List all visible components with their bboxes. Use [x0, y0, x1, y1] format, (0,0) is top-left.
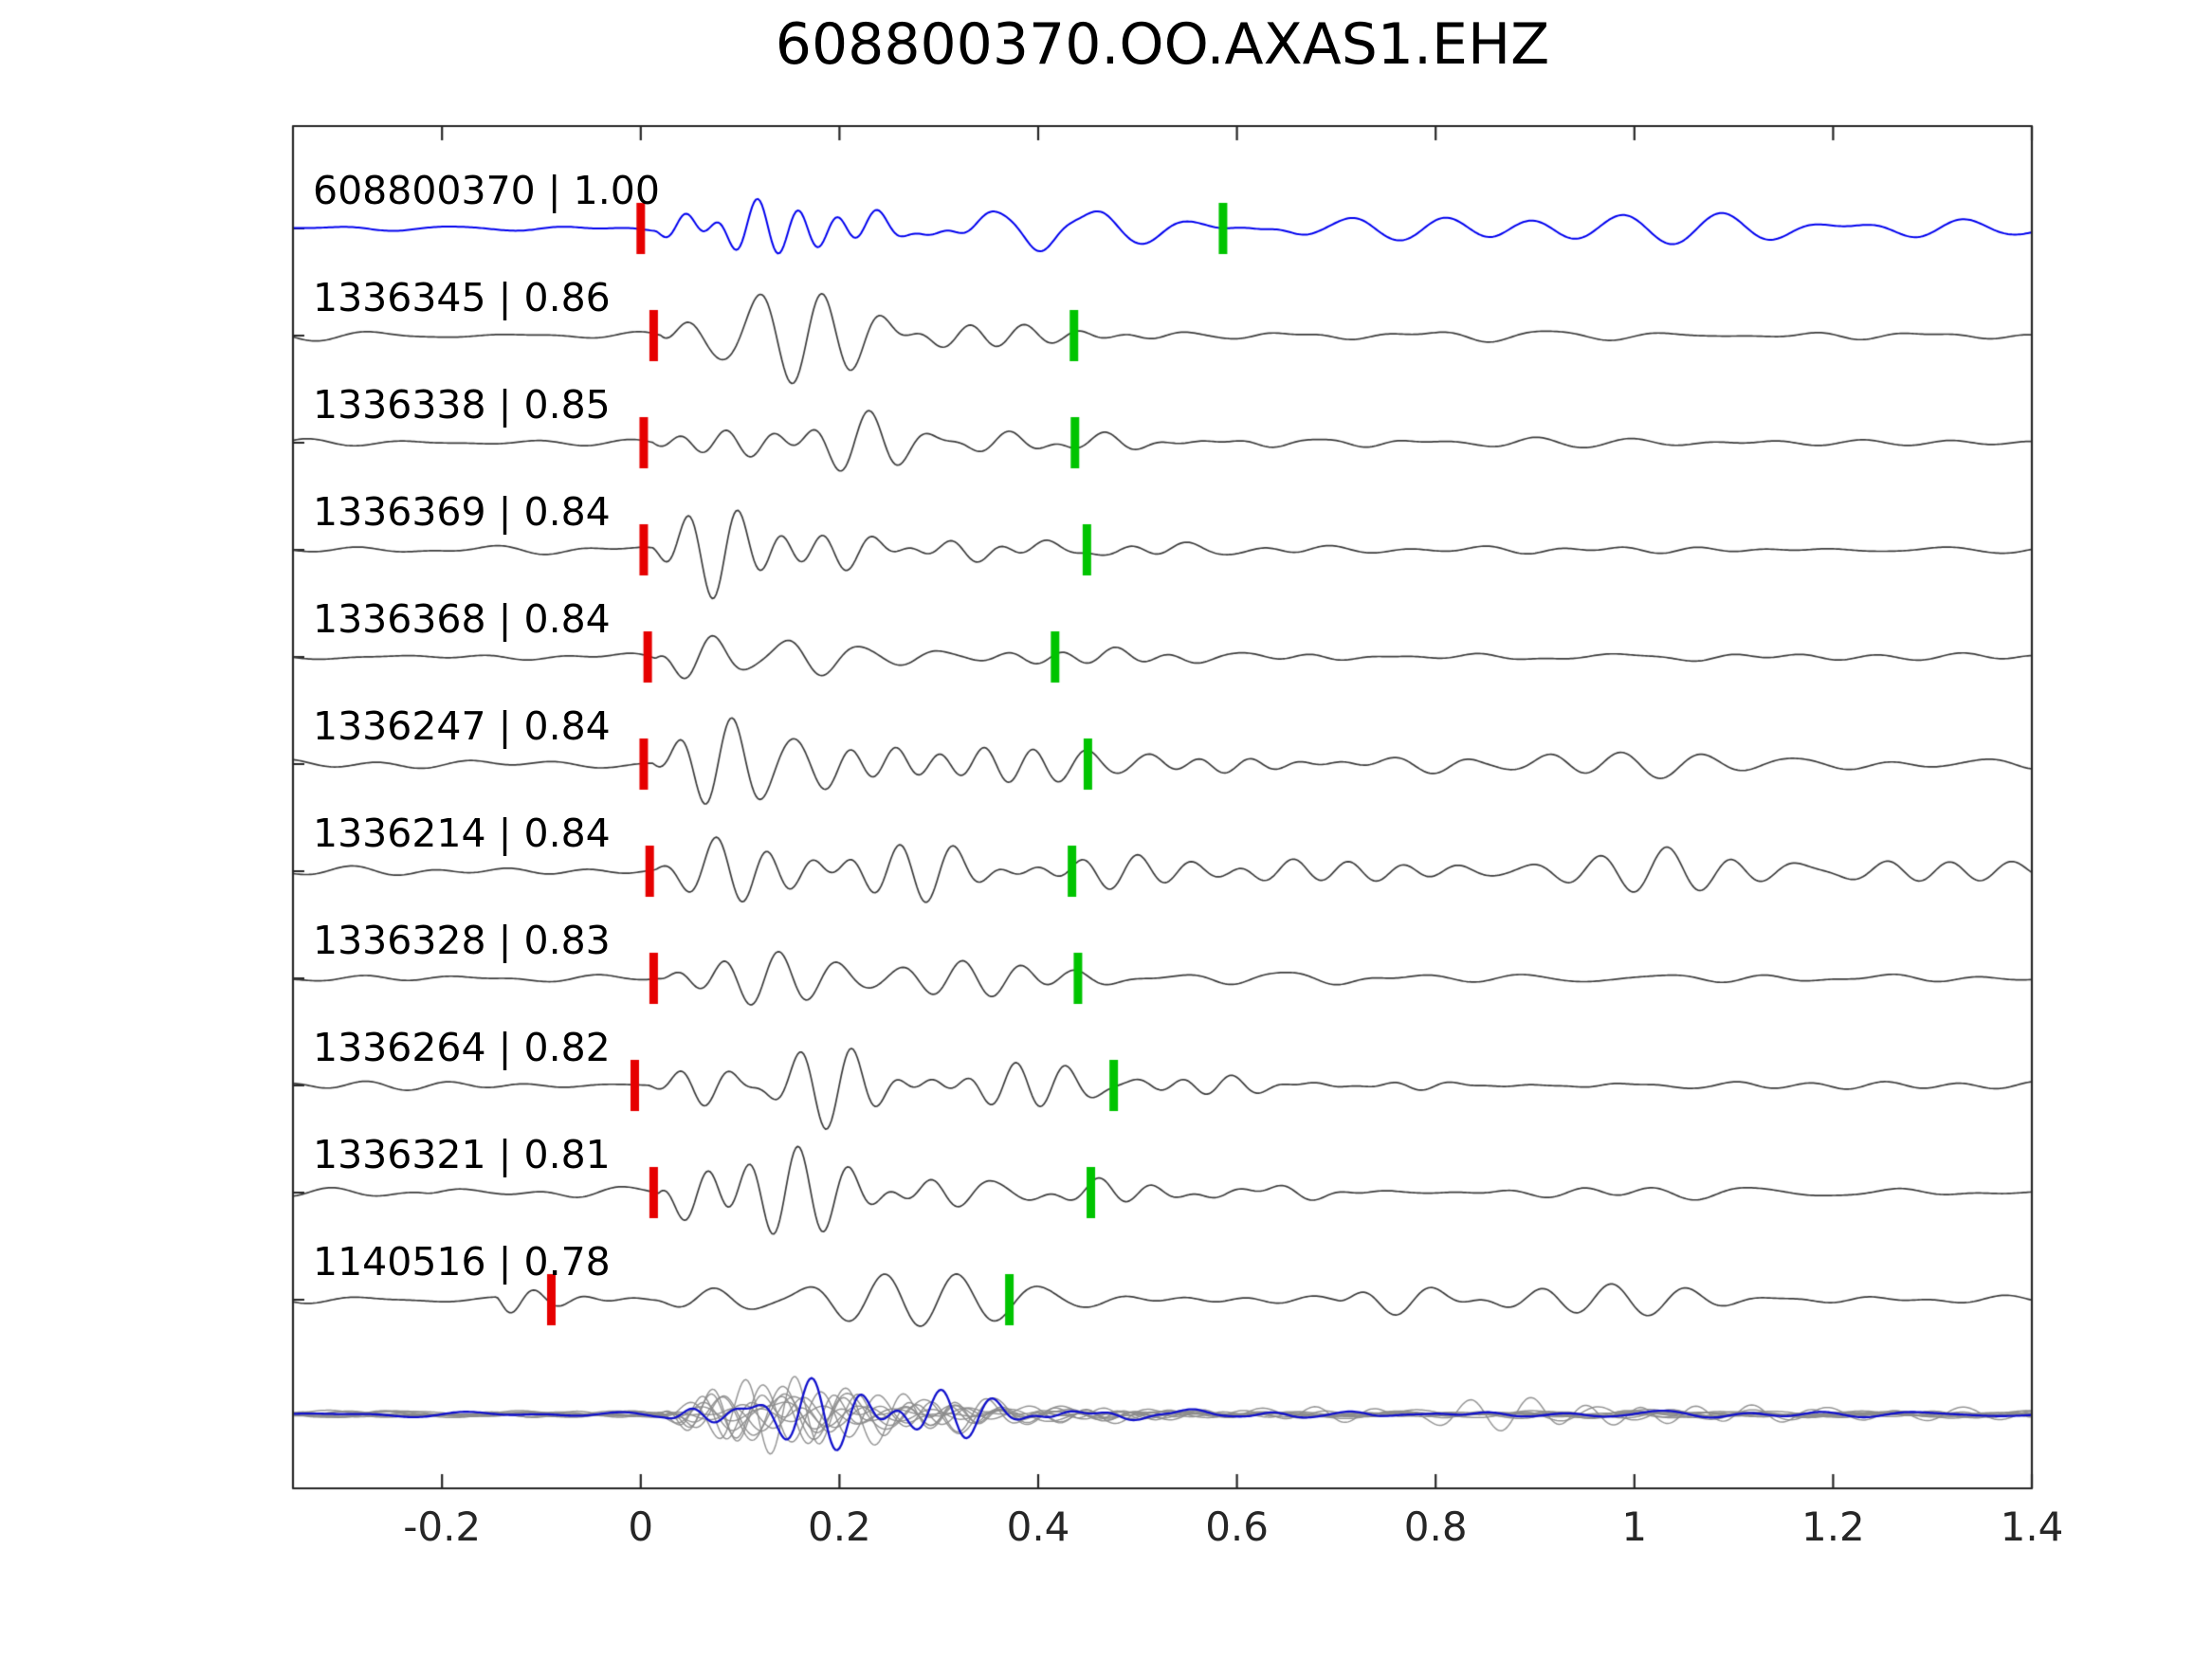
chart-title: 608800370.OO.AXAS1.EHZ: [775, 11, 1550, 78]
